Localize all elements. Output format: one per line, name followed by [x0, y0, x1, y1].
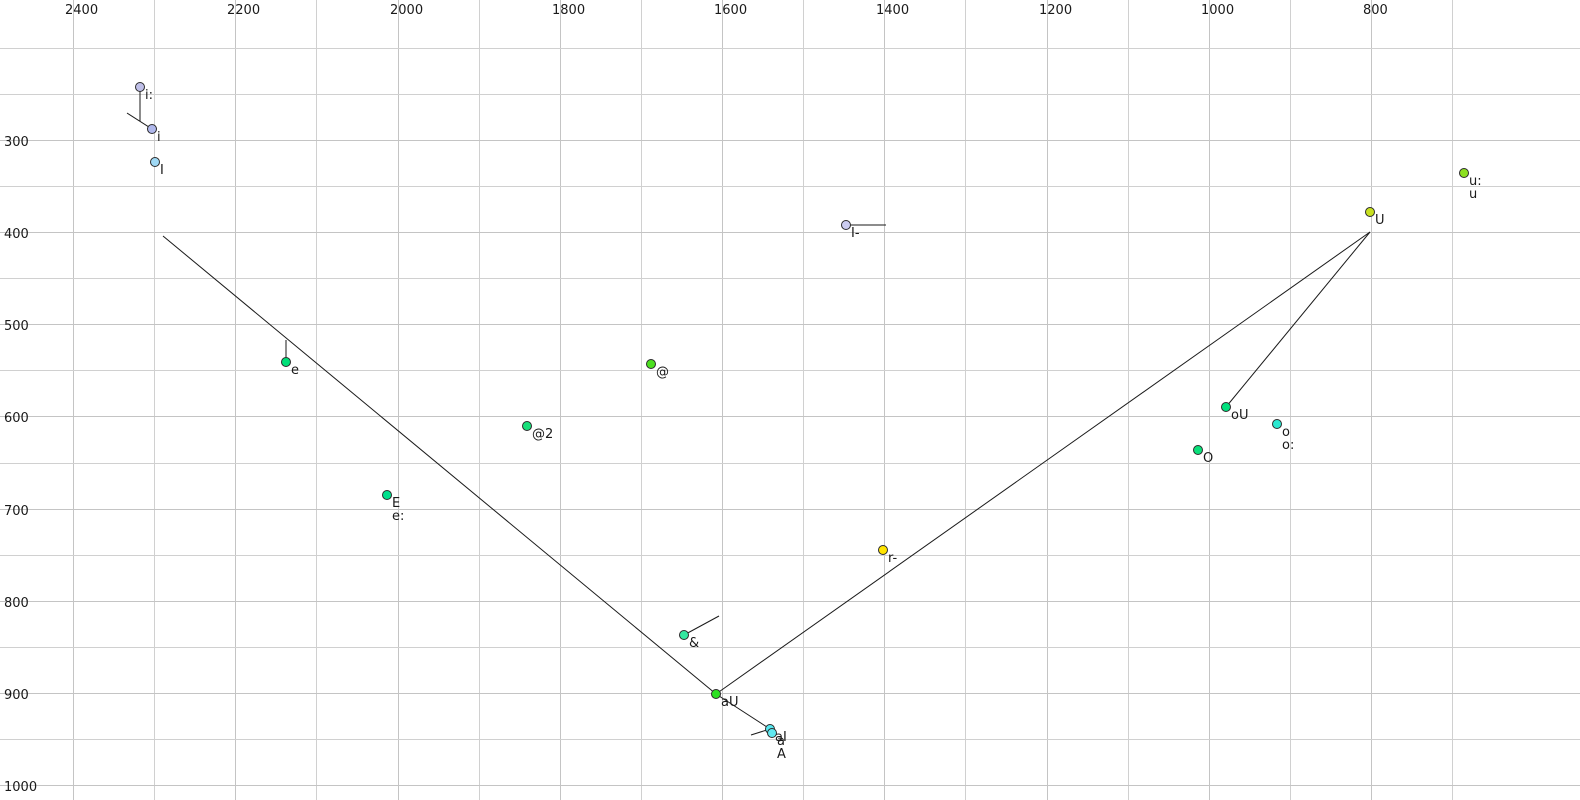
- gridline-vertical: [722, 0, 723, 800]
- x-tick-label: 1000: [1201, 3, 1235, 18]
- y-tick-label: 500: [4, 319, 29, 334]
- data-point-label: oU: [1231, 408, 1249, 423]
- gridline-horizontal: [0, 647, 1580, 648]
- data-point-label: I: [160, 163, 164, 178]
- data-point-label: r-: [888, 551, 898, 566]
- data-point-label: e: [291, 363, 299, 378]
- gridline-horizontal: [0, 324, 1580, 325]
- gridline-horizontal: [0, 186, 1580, 187]
- gridline-vertical: [1452, 0, 1453, 800]
- data-point-label: e:: [392, 509, 405, 524]
- gridline-vertical: [803, 0, 804, 800]
- data-point-label: aI: [775, 730, 787, 745]
- y-tick-label: 700: [4, 504, 29, 519]
- gridline-horizontal: [0, 140, 1580, 141]
- x-tick-label: 1200: [1039, 3, 1073, 18]
- data-point-I[interactable]: [150, 157, 160, 167]
- data-point-label: i:: [145, 88, 153, 103]
- data-point-label: o:: [1282, 438, 1295, 453]
- y-tick-label: 1000: [4, 780, 38, 795]
- gridline-horizontal: [0, 509, 1580, 510]
- gridline-horizontal: [0, 48, 1580, 49]
- x-tick-label: 1800: [552, 3, 586, 18]
- data-point-label: I-: [851, 226, 860, 241]
- x-tick-label: 1600: [714, 3, 748, 18]
- data-point-aU[interactable]: [711, 689, 721, 699]
- data-point-label: @: [656, 365, 669, 380]
- data-point-E[interactable]: [382, 490, 392, 500]
- data-point-[interactable]: [646, 359, 656, 369]
- data-point-label: i: [157, 130, 161, 145]
- data-point-label: @2: [532, 427, 554, 442]
- gridline-horizontal: [0, 463, 1580, 464]
- data-point-oU[interactable]: [1221, 402, 1231, 412]
- gridline-vertical: [154, 0, 155, 800]
- data-point-e[interactable]: [281, 357, 291, 367]
- data-point-label: U: [1375, 213, 1385, 228]
- data-point-label: u: [1469, 187, 1478, 202]
- gridline-vertical: [965, 0, 966, 800]
- gridline-horizontal: [0, 739, 1580, 740]
- data-point-label: O: [1203, 451, 1214, 466]
- data-point-label: a: [777, 734, 785, 749]
- gridline-horizontal: [0, 94, 1580, 95]
- connector-line: [162, 235, 717, 695]
- gridline-vertical: [560, 0, 561, 800]
- gridline-horizontal: [0, 601, 1580, 602]
- data-point-label: u:: [1469, 174, 1482, 189]
- gridline-horizontal: [0, 785, 1580, 786]
- x-tick-label: 2200: [227, 3, 261, 18]
- y-tick-label: 900: [4, 688, 29, 703]
- gridline-vertical: [884, 0, 885, 800]
- connector-line: [715, 231, 1371, 695]
- gridline-horizontal: [0, 232, 1580, 233]
- gridline-horizontal: [0, 555, 1580, 556]
- gridline-vertical: [398, 0, 399, 800]
- x-tick-label: 1400: [876, 3, 910, 18]
- data-point-O[interactable]: [1193, 445, 1203, 455]
- gridline-vertical: [316, 0, 317, 800]
- x-tick-label: 800: [1363, 3, 1388, 18]
- gridline-vertical: [641, 0, 642, 800]
- data-point-u[interactable]: [1459, 168, 1469, 178]
- data-point-label: aU: [721, 695, 739, 710]
- y-tick-label: 400: [4, 227, 29, 242]
- x-tick-label: 2000: [390, 3, 424, 18]
- data-point-U[interactable]: [1365, 207, 1375, 217]
- connector-line: [683, 615, 720, 636]
- gridline-vertical: [1128, 0, 1129, 800]
- data-point-I[interactable]: [841, 220, 851, 230]
- y-tick-label: 600: [4, 411, 29, 426]
- data-point-label: &: [689, 636, 700, 651]
- gridline-vertical: [1290, 0, 1291, 800]
- gridline-horizontal: [0, 693, 1580, 694]
- x-tick-label: 2400: [65, 3, 99, 18]
- gridline-vertical: [1047, 0, 1048, 800]
- gridline-vertical: [1209, 0, 1210, 800]
- data-point-i[interactable]: [135, 82, 145, 92]
- data-point-r[interactable]: [878, 545, 888, 555]
- gridline-horizontal: [0, 278, 1580, 279]
- gridline-horizontal: [0, 370, 1580, 371]
- data-point-o[interactable]: [1272, 419, 1282, 429]
- data-point-label: A: [777, 747, 786, 762]
- gridline-vertical: [235, 0, 236, 800]
- connector-line: [1225, 231, 1371, 408]
- data-point-i[interactable]: [147, 124, 157, 134]
- gridline-vertical: [73, 0, 74, 800]
- data-point-2[interactable]: [522, 421, 532, 431]
- y-tick-label: 800: [4, 596, 29, 611]
- gridline-vertical: [1371, 0, 1372, 800]
- gridline-horizontal: [0, 416, 1580, 417]
- data-point-[interactable]: [679, 630, 689, 640]
- gridline-vertical: [479, 0, 480, 800]
- y-tick-label: 300: [4, 135, 29, 150]
